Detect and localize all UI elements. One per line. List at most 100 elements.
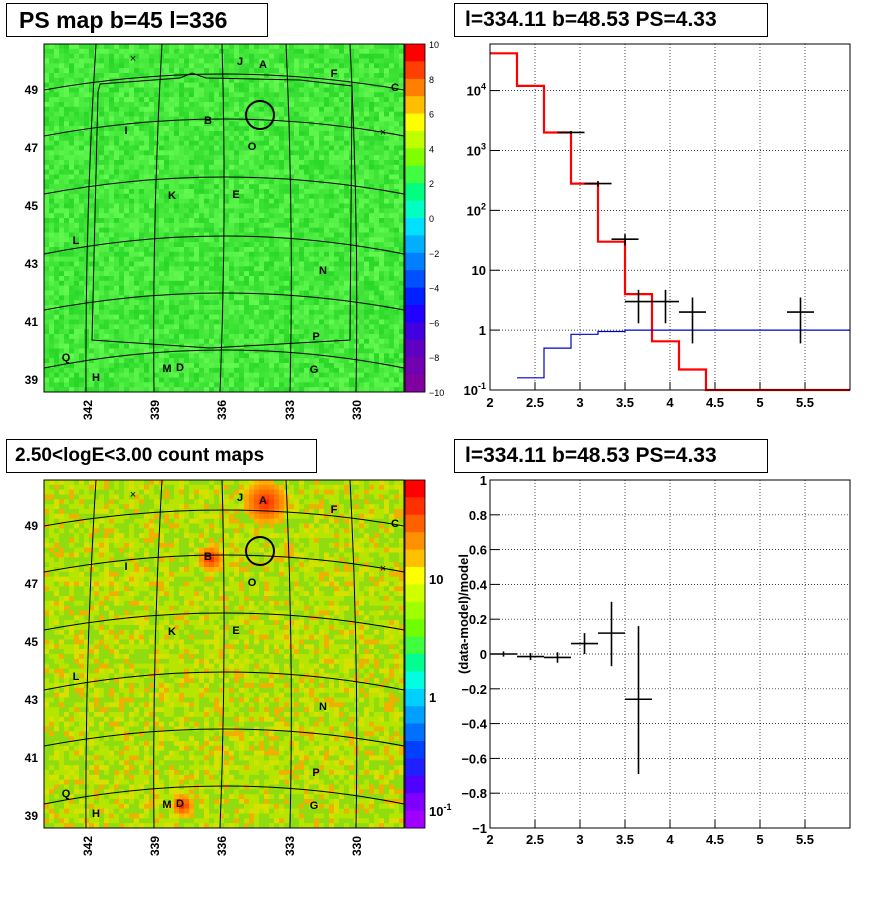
sky-pixel (264, 367, 270, 373)
sky-pixel (369, 372, 375, 378)
sky-pixel (209, 276, 215, 282)
sky-pixel (354, 131, 360, 137)
sky-pixel (54, 58, 60, 64)
sky-pixel (99, 92, 105, 98)
sky-pixel (259, 111, 265, 117)
sky-pixel (244, 150, 250, 156)
sky-pixel (59, 198, 65, 204)
sky-pixel (149, 227, 155, 233)
sky-pixel (209, 58, 215, 64)
sky-pixel (294, 367, 300, 373)
sky-pixel (269, 87, 275, 93)
sky-pixel (194, 87, 200, 93)
sky-pixel (204, 179, 210, 185)
sky-pixel (64, 242, 70, 248)
sky-pixel (54, 387, 60, 393)
sky-pixel (139, 58, 145, 64)
sky-pixel (274, 44, 280, 50)
sky-pixel (379, 82, 385, 88)
sky-pixel (104, 145, 110, 151)
sky-pixel (234, 169, 240, 175)
sky-pixel (309, 184, 315, 190)
sky-pixel (194, 358, 200, 364)
sky-pixel (379, 145, 385, 151)
sky-pixel (349, 276, 355, 282)
sky-pixel (229, 329, 235, 335)
sky-pixel (104, 116, 110, 122)
sky-pixel (319, 276, 325, 282)
sky-pixel (59, 309, 65, 315)
sky-pixel (164, 266, 170, 272)
sky-pixel (259, 285, 265, 291)
sky-pixel (44, 213, 50, 219)
sky-pixel (219, 213, 225, 219)
sky-pixel (304, 290, 310, 296)
sky-pixel (154, 68, 160, 74)
sky-pixel (369, 358, 375, 364)
sky-pixel (159, 208, 165, 214)
sky-pixel (249, 363, 255, 369)
sky-pixel (374, 334, 380, 340)
sky-pixel (229, 184, 235, 190)
sky-pixel (264, 237, 270, 243)
sky-pixel (269, 208, 275, 214)
sky-pixel (69, 353, 75, 359)
sky-pixel (279, 261, 285, 267)
sky-pixel (194, 334, 200, 340)
sky-pixel (139, 343, 145, 349)
sky-pixel (324, 271, 330, 277)
sky-pixel (289, 169, 295, 175)
sky-pixel (259, 193, 265, 199)
sky-pixel (174, 92, 180, 98)
sky-pixel (189, 319, 195, 325)
sky-pixel (249, 377, 255, 383)
sky-pixel (144, 97, 150, 103)
sky-pixel (109, 242, 115, 248)
sky-pixel (124, 358, 130, 364)
sky-pixel (244, 140, 250, 146)
sky-pixel (159, 77, 165, 83)
sky-pixel (239, 387, 245, 393)
sky-pixel (134, 271, 140, 277)
sky-pixel (129, 92, 135, 98)
sky-pixel (89, 324, 95, 330)
sky-pixel (74, 160, 80, 166)
sky-pixel (179, 44, 185, 50)
sky-pixel (224, 319, 230, 325)
sky-pixel (174, 53, 180, 59)
sky-pixel (64, 160, 70, 166)
sky-pixel (359, 242, 365, 248)
sky-pixel (339, 131, 345, 137)
sky-pixel (189, 189, 195, 195)
sky-pixel (124, 116, 130, 122)
sky-pixel (299, 295, 305, 301)
sky-pixel (249, 324, 255, 330)
sky-pixel (219, 48, 225, 54)
sky-pixel (239, 319, 245, 325)
sky-pixel (54, 44, 60, 50)
sky-pixel (84, 174, 90, 180)
sky-pixel (354, 145, 360, 151)
sky-pixel (219, 140, 225, 146)
sky-pixel (234, 48, 240, 54)
sky-pixel (294, 300, 300, 306)
sky-pixel (359, 116, 365, 122)
sky-pixel (69, 189, 75, 195)
sky-pixel (219, 367, 225, 373)
sky-pixel (119, 382, 125, 388)
sky-pixel (189, 242, 195, 248)
sky-pixel (269, 63, 275, 69)
sky-pixel (189, 179, 195, 185)
sky-pixel (149, 48, 155, 54)
sky-pixel (229, 53, 235, 59)
sky-pixel (114, 256, 120, 262)
sky-pixel (199, 179, 205, 185)
sky-pixel (209, 285, 215, 291)
sky-pixel (229, 334, 235, 340)
sky-pixel (219, 111, 225, 117)
sky-pixel (189, 150, 195, 156)
sky-pixel (49, 280, 55, 286)
sky-pixel (249, 266, 255, 272)
sky-pixel (309, 276, 315, 282)
sky-pixel (219, 135, 225, 141)
